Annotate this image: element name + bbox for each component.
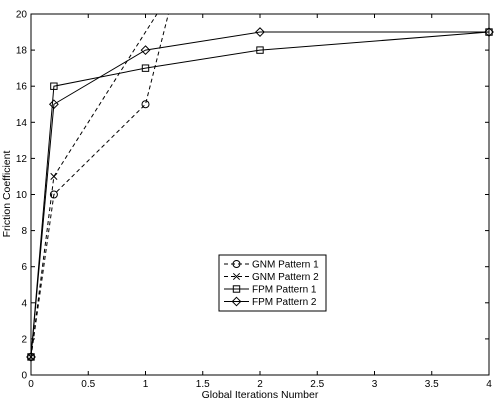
data-point [141, 100, 150, 109]
series-line [31, 14, 158, 358]
y-tick-label: 2 [21, 334, 27, 345]
series-3 [27, 28, 493, 361]
x-tick-label: 1.5 [196, 379, 210, 390]
legend-entry: FPM Pattern 2 [224, 296, 317, 308]
x-tick-label: 2.5 [310, 379, 324, 390]
x-tick-label: 0 [28, 379, 34, 390]
data-point [256, 46, 264, 54]
data-point [50, 82, 58, 90]
data-point [26, 352, 36, 362]
y-tick-label: 14 [16, 118, 28, 129]
data-point [49, 190, 58, 199]
series-layer [26, 14, 494, 362]
data-point [141, 64, 150, 72]
y-tick-label: 8 [21, 226, 27, 237]
series-line [31, 14, 169, 358]
x-tick-label: 2 [257, 379, 263, 390]
y-axis-ticks: 0 2 4 6 8 10 12 14 16 18 20 [16, 10, 489, 382]
y-tick-label: 20 [16, 10, 28, 21]
data-point [255, 27, 265, 37]
legend-entry: GNM Pattern 2 [224, 272, 319, 283]
legend-label: GNM Pattern 1 [252, 260, 319, 271]
legend-marker [232, 285, 241, 293]
x-axis-ticks: 0 0.5 1 1.5 2 2.5 3 3.5 4 [28, 14, 492, 390]
x-tick-label: 3.5 [425, 379, 439, 390]
plot-area [30, 13, 490, 376]
legend-marker [232, 260, 241, 268]
data-point [484, 27, 494, 37]
y-tick-label: 12 [16, 154, 28, 165]
series-line [31, 31, 489, 357]
y-tick-label: 6 [21, 262, 27, 273]
y-tick-label: 4 [21, 298, 27, 309]
data-point [48, 99, 59, 110]
data-point [140, 45, 151, 56]
legend-label: FPM Pattern 1 [252, 285, 317, 296]
legend-label: FPM Pattern 2 [252, 297, 317, 308]
legend-marker [232, 272, 241, 281]
x-axis-label: Global Iterations Number [202, 389, 319, 401]
y-tick-label: 0 [21, 371, 27, 382]
x-tick-label: 3 [372, 379, 378, 390]
y-tick-label: 16 [16, 82, 28, 93]
legend-label: GNM Pattern 2 [252, 272, 319, 283]
y-axis-label: Friction Coefficient [1, 151, 13, 238]
series-4 [26, 27, 494, 362]
x-tick-label: 1 [143, 379, 149, 390]
legend-entry: GNM Pattern 1 [224, 260, 319, 271]
legend-marker [231, 296, 242, 307]
data-point [50, 172, 58, 181]
x-tick-label: 4 [486, 379, 492, 390]
y-tick-label: 18 [16, 46, 28, 57]
legend-entry: FPM Pattern 1 [224, 285, 317, 296]
series-line [31, 31, 489, 357]
x-tick-label: 0.5 [81, 379, 95, 390]
y-tick-label: 10 [16, 190, 28, 201]
